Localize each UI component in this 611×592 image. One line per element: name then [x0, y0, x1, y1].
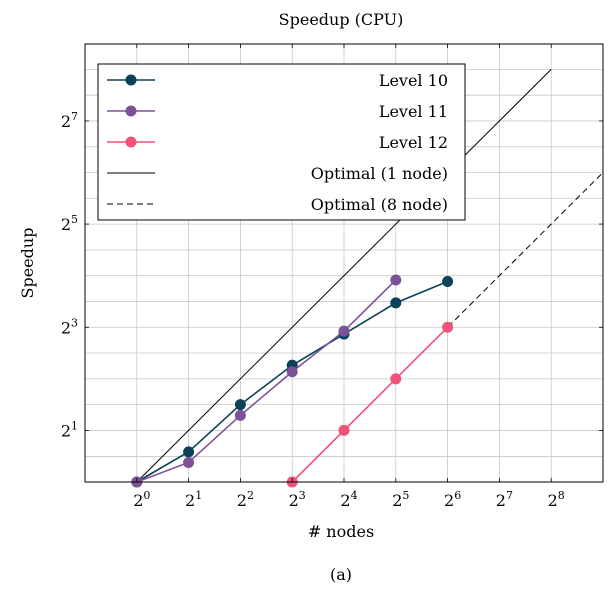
series-line [136, 69, 552, 483]
data-point [286, 366, 298, 378]
x-tick-label: 27 [496, 489, 513, 510]
legend-marker [125, 105, 137, 117]
data-point [442, 321, 454, 333]
legend-marker [125, 136, 137, 148]
data-point [390, 373, 402, 385]
data-point [183, 446, 195, 458]
data-point [390, 274, 402, 286]
legend-label: Level 11 [379, 102, 448, 121]
data-point [442, 275, 454, 287]
data-point [338, 424, 350, 436]
x-tick-label: 25 [392, 489, 409, 510]
axis-ticks: 20 21 22 23 24 25 26 27 28 21 23 25 27 [61, 44, 603, 510]
legend-label: Level 12 [379, 133, 448, 152]
x-tick-label: 26 [444, 489, 461, 510]
x-tick-label: 28 [548, 489, 565, 510]
x-tick-label: 22 [237, 489, 254, 510]
data-point [338, 325, 350, 337]
legend-label: Level 10 [379, 71, 448, 90]
figure-caption: (a) [330, 565, 352, 584]
legend: Level 10 Level 11 Level 12 Optimal (1 node)… [97, 63, 466, 221]
data-point [390, 297, 402, 309]
data-series [131, 274, 454, 488]
legend-marker [125, 74, 137, 86]
series-line [136, 279, 397, 483]
legend-label: Optimal (1 node) [311, 164, 448, 183]
data-point [234, 409, 246, 421]
y-tick-label: 25 [61, 213, 78, 234]
data-point [183, 456, 195, 468]
x-tick-label: 23 [289, 489, 306, 510]
chart-title: Speedup (CPU) [279, 10, 404, 29]
x-tick-label: 21 [185, 489, 202, 510]
y-tick-label: 21 [61, 419, 78, 440]
y-axis-label: Speedup [18, 228, 37, 299]
y-tick-label: 27 [61, 110, 78, 131]
legend-box [97, 63, 466, 221]
x-axis-label: # nodes [308, 522, 374, 541]
legend-label: Optimal (8 node) [311, 195, 448, 214]
y-tick-label: 23 [61, 316, 78, 337]
x-tick-label: 20 [133, 489, 150, 510]
x-tick-label: 24 [340, 489, 357, 510]
data-point [234, 399, 246, 411]
series-line [291, 326, 449, 483]
